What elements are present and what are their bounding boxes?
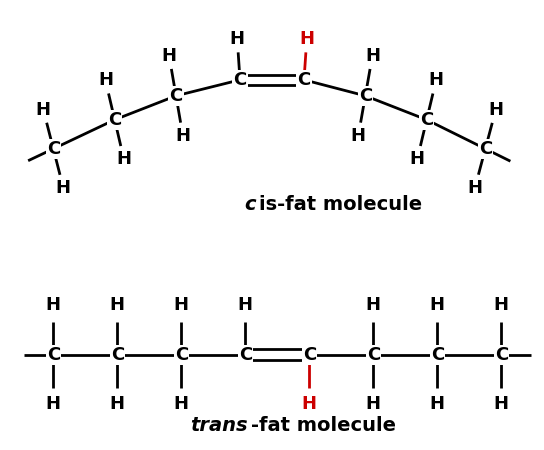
Text: H: H <box>488 101 503 119</box>
Text: H: H <box>230 30 245 48</box>
Text: C: C <box>479 140 492 158</box>
Text: C: C <box>358 87 372 105</box>
Text: H: H <box>299 30 314 48</box>
Text: H: H <box>238 297 253 315</box>
Text: H: H <box>56 179 71 197</box>
Text: -fat molecule: -fat molecule <box>251 416 395 435</box>
Text: H: H <box>116 150 131 168</box>
Text: C: C <box>233 71 246 89</box>
Text: H: H <box>98 72 113 90</box>
Text: H: H <box>174 297 189 315</box>
Text: C: C <box>298 71 311 89</box>
Text: C: C <box>494 346 508 364</box>
Text: c: c <box>244 195 256 214</box>
Text: H: H <box>162 46 177 64</box>
Text: C: C <box>420 111 433 129</box>
Text: C: C <box>169 87 183 105</box>
Text: H: H <box>110 297 125 315</box>
Text: H: H <box>410 150 425 168</box>
Text: C: C <box>108 111 121 129</box>
Text: H: H <box>174 395 189 413</box>
Text: C: C <box>175 346 188 364</box>
Text: H: H <box>36 101 51 119</box>
Text: H: H <box>467 179 483 197</box>
Text: C: C <box>239 346 252 364</box>
Text: is-fat molecule: is-fat molecule <box>258 195 422 214</box>
Text: H: H <box>430 395 445 413</box>
Text: trans: trans <box>190 416 248 435</box>
Text: H: H <box>46 395 61 413</box>
Text: H: H <box>110 395 125 413</box>
Text: H: H <box>365 46 380 64</box>
Text: C: C <box>47 346 60 364</box>
Text: H: H <box>366 395 381 413</box>
Text: H: H <box>302 395 317 413</box>
Text: C: C <box>367 346 380 364</box>
Text: H: H <box>175 127 190 145</box>
Text: H: H <box>494 297 509 315</box>
Text: C: C <box>431 346 444 364</box>
Text: H: H <box>429 72 443 90</box>
Text: H: H <box>46 297 61 315</box>
Text: C: C <box>47 140 60 158</box>
Text: C: C <box>302 346 316 364</box>
Text: H: H <box>494 395 509 413</box>
Text: H: H <box>366 297 381 315</box>
Text: H: H <box>351 127 366 145</box>
Text: H: H <box>430 297 445 315</box>
Text: C: C <box>111 346 124 364</box>
